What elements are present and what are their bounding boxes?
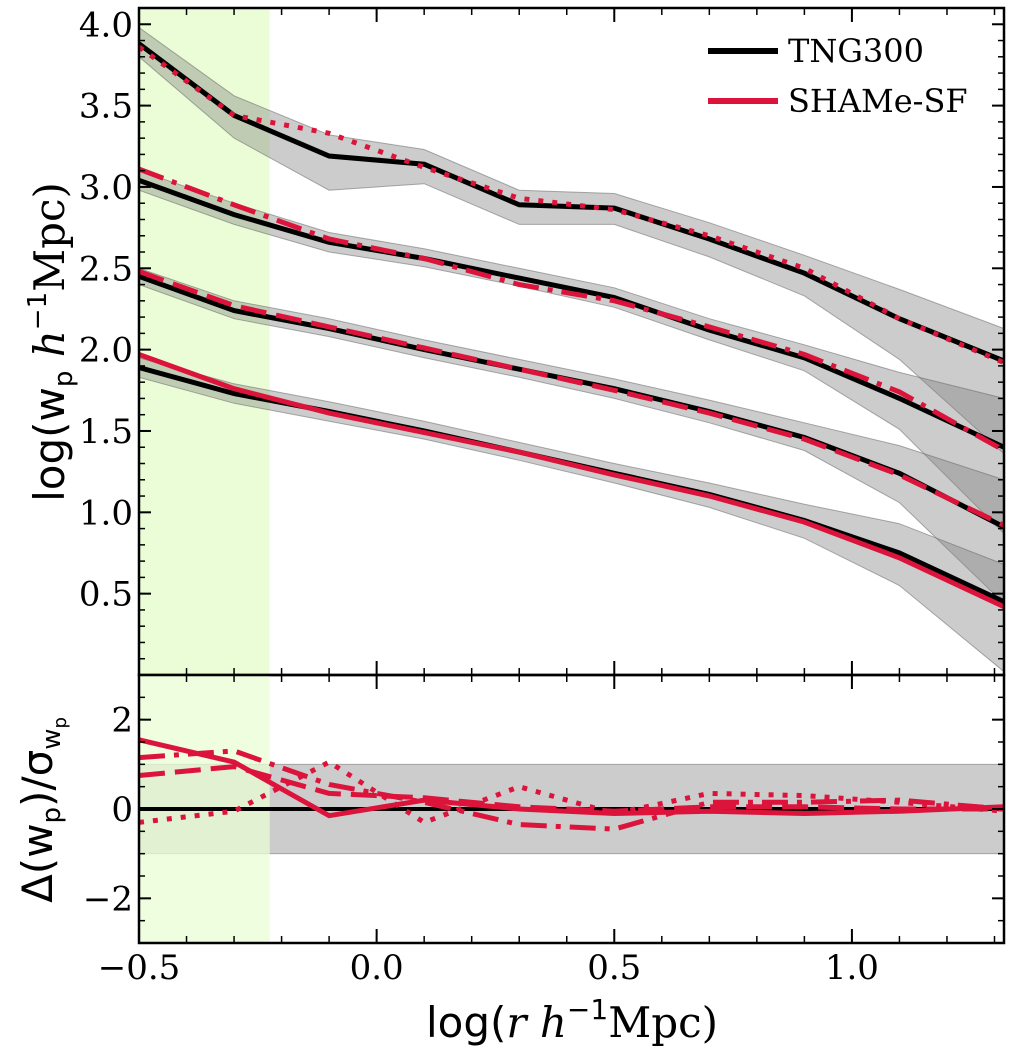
legend: TNG300 SHAMe-SF bbox=[708, 32, 968, 120]
top-y-tick-label: 1.5 bbox=[79, 412, 133, 452]
tng300-band-group-1 bbox=[139, 26, 1004, 455]
shame-sf-line-group-2 bbox=[139, 166, 1004, 453]
residual-line-solid bbox=[139, 737, 1004, 819]
bottom-y-tick-label: −2 bbox=[83, 879, 133, 919]
top-y-axis-label: log(wp h−1Mpc) bbox=[23, 182, 79, 502]
shame-sf-line-group-4 bbox=[139, 352, 1004, 609]
top-y-tick-label: 0.5 bbox=[79, 575, 133, 615]
top-y-tick-label: 2.0 bbox=[79, 331, 133, 371]
bottom-y-tick-label: 0 bbox=[111, 790, 133, 830]
tng300-band-group-2 bbox=[139, 170, 1004, 535]
shame-sf-line-group-1 bbox=[139, 44, 1004, 365]
x-tick-label: 1.0 bbox=[825, 948, 879, 988]
shame-sf-line-group-3 bbox=[139, 269, 1004, 528]
top-y-tick-label: 1.0 bbox=[79, 493, 133, 533]
legend-label-tng300: TNG300 bbox=[788, 32, 924, 70]
legend-label-shame-sf: SHAMe-SF bbox=[788, 82, 968, 120]
residual-line-dotted bbox=[139, 759, 1004, 826]
x-tick-label: −0.5 bbox=[98, 948, 181, 988]
top-y-tick-label: 3.0 bbox=[79, 168, 133, 208]
top-y-tick-label: 2.5 bbox=[79, 249, 133, 289]
x-tick-label: 0.0 bbox=[350, 948, 404, 988]
top-y-tick-label: 3.5 bbox=[79, 87, 133, 127]
bottom-panel: −2 0 2 −0.5 0.0 0.5 1.0 Δ(wp)/σwp log(r h−1Mpc… bbox=[13, 673, 1006, 1047]
top-y-tick-label: 4.0 bbox=[79, 5, 133, 45]
tng300-line-group-2 bbox=[139, 178, 1004, 450]
x-tick-label: 0.5 bbox=[587, 948, 641, 988]
bottom-y-axis-label: Δ(wp)/σwp bbox=[13, 717, 71, 903]
bottom-panel-frame bbox=[137, 673, 1006, 945]
x-axis-label: log(r h−1Mpc) bbox=[426, 993, 718, 1047]
bottom-y-tick-label: 2 bbox=[111, 701, 133, 741]
top-panel: 0.5 1.0 1.5 2.0 2.5 3.0 3.5 4.0 TNG300 SHAMe-SF… bbox=[23, 5, 1006, 677]
